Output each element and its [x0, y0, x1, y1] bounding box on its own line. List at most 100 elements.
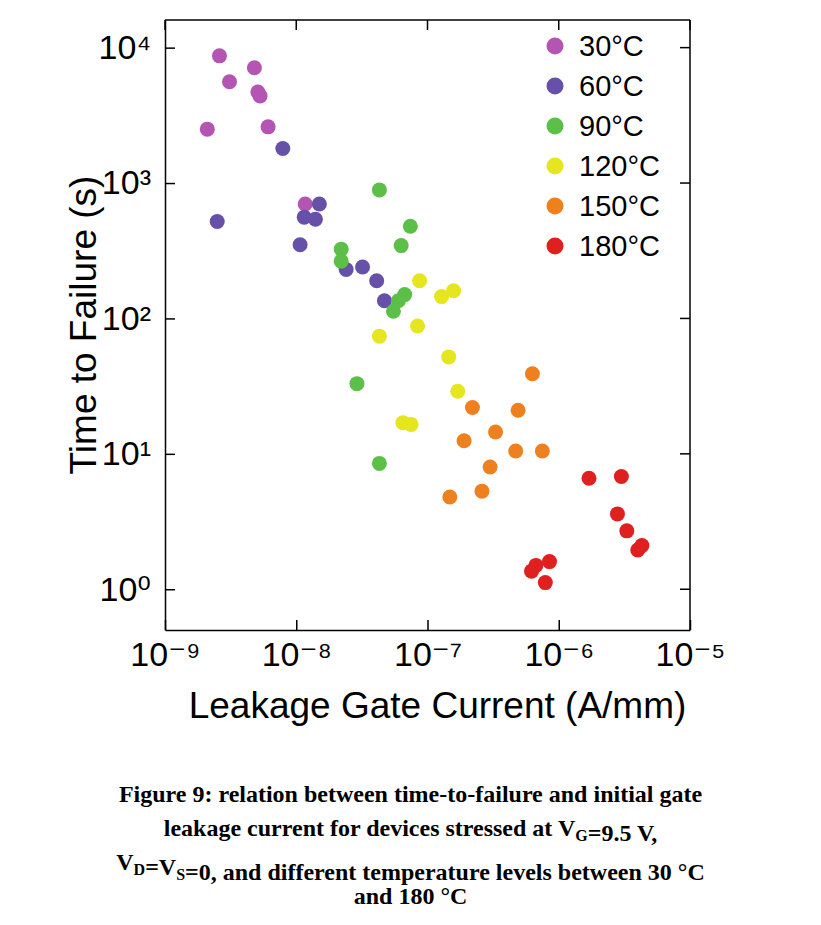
point: [298, 197, 313, 212]
point: [412, 273, 427, 288]
y-axis-line: [165, 21, 167, 631]
series: [200, 48, 313, 211]
x-top-ticks: [165, 20, 690, 30]
point: [404, 417, 419, 432]
x-tick-label: 10⁻⁸: [262, 635, 332, 673]
points: [200, 48, 650, 590]
y-axis: 10⁰ 10¹ 10² 10³ 10⁴: [99, 21, 175, 631]
point: [394, 238, 409, 253]
y-tick-mark: [165, 589, 175, 591]
x-axis-title: Leakage Gate Current (A/mm): [189, 685, 687, 726]
frame-right: [689, 20, 691, 630]
point: [349, 376, 364, 391]
legend-label: 180°C: [579, 230, 660, 262]
y-right-ticks: [680, 48, 690, 590]
point: [212, 48, 227, 63]
y-tick-mark: [165, 183, 175, 185]
point: [355, 259, 370, 274]
point: [210, 214, 225, 229]
y-tick-mark-right: [680, 318, 690, 320]
point: [450, 384, 465, 399]
y-tick-mark: [165, 47, 175, 49]
point: [488, 424, 503, 439]
x-tick-mark: [427, 620, 429, 630]
x-tick-label: 10⁻⁶: [524, 635, 594, 673]
x-tick: 10⁻⁶: [524, 620, 594, 673]
x-tick-mark-top: [558, 20, 560, 30]
y-tick-mark: [165, 454, 175, 456]
point: [474, 484, 489, 499]
y-tick-label: 10⁴: [99, 28, 151, 66]
point: [369, 273, 384, 288]
y-tick-mark-right: [680, 47, 690, 49]
legend-label: 150°C: [579, 190, 660, 222]
series: [524, 469, 649, 590]
x-tick: 10⁻⁷: [394, 620, 462, 673]
point: [410, 318, 425, 333]
series: [334, 182, 418, 471]
point: [538, 575, 553, 590]
legend-label: 60°C: [579, 70, 644, 102]
y-tick-mark-right: [680, 453, 690, 455]
x-tick-mark: [296, 620, 298, 630]
point: [441, 349, 456, 364]
y-tick: 10¹: [102, 434, 175, 472]
point: [614, 469, 629, 484]
legend-marker: [547, 198, 564, 215]
y-tick-mark-right: [680, 588, 690, 590]
point: [334, 254, 349, 269]
y-tick: 10²: [102, 299, 175, 337]
point: [253, 88, 268, 103]
x-tick-mark: [559, 620, 561, 630]
series: [442, 366, 550, 504]
point: [581, 471, 596, 486]
legend-marker: [547, 38, 564, 55]
series: [372, 273, 465, 432]
point: [483, 459, 498, 474]
point: [308, 212, 323, 227]
point: [403, 219, 418, 234]
y-tick-label: 10⁰: [100, 570, 151, 608]
y-tick-mark: [165, 318, 175, 320]
point: [372, 329, 387, 344]
point: [610, 506, 625, 521]
y-axis-title: Time to Failure (s): [63, 176, 104, 475]
legend-marker: [547, 78, 564, 95]
point: [312, 197, 327, 212]
point: [525, 366, 540, 381]
x-tick-mark-top: [296, 20, 298, 30]
legend: 30°C 60°C 90°C 120°C 150°C 180°C: [547, 30, 660, 262]
point: [372, 182, 387, 197]
legend-label: 90°C: [579, 110, 644, 142]
x-tick: 10⁻⁸: [262, 620, 332, 673]
y-tick-label: 10²: [102, 299, 151, 337]
point: [457, 433, 472, 448]
point: [465, 400, 480, 415]
point: [293, 237, 308, 252]
x-tick: 10⁻⁵: [656, 620, 726, 673]
y-tick-label: 10¹: [102, 434, 151, 472]
x-tick-mark: [690, 620, 692, 630]
point: [372, 456, 387, 471]
legend-marker: [547, 118, 564, 135]
point: [511, 403, 526, 418]
chart: 10⁻⁹ 10⁻⁸ 10⁻⁷ 10⁻⁶ 10⁻⁵ 10⁰ 10¹ 10² 10³ 10⁴ Leaka…: [0, 0, 821, 925]
point: [200, 122, 215, 137]
point: [446, 283, 461, 298]
point: [630, 542, 645, 557]
legend-marker: [547, 158, 564, 175]
y-tick-mark-right: [680, 182, 690, 184]
point: [535, 443, 550, 458]
y-tick: 10⁰: [100, 570, 175, 608]
x-tick-mark-top: [689, 20, 691, 30]
legend-label: 120°C: [579, 150, 660, 182]
x-tick-mark-top: [427, 20, 429, 30]
point: [261, 119, 276, 134]
point: [247, 60, 262, 75]
legend-label: 30°C: [579, 30, 644, 62]
point: [508, 443, 523, 458]
point: [619, 523, 634, 538]
caption-line: VD=VS=0, and different temperature level…: [116, 849, 704, 885]
y-tick: 10³: [102, 163, 175, 201]
x-tick-label: 10⁻⁹: [130, 635, 200, 673]
